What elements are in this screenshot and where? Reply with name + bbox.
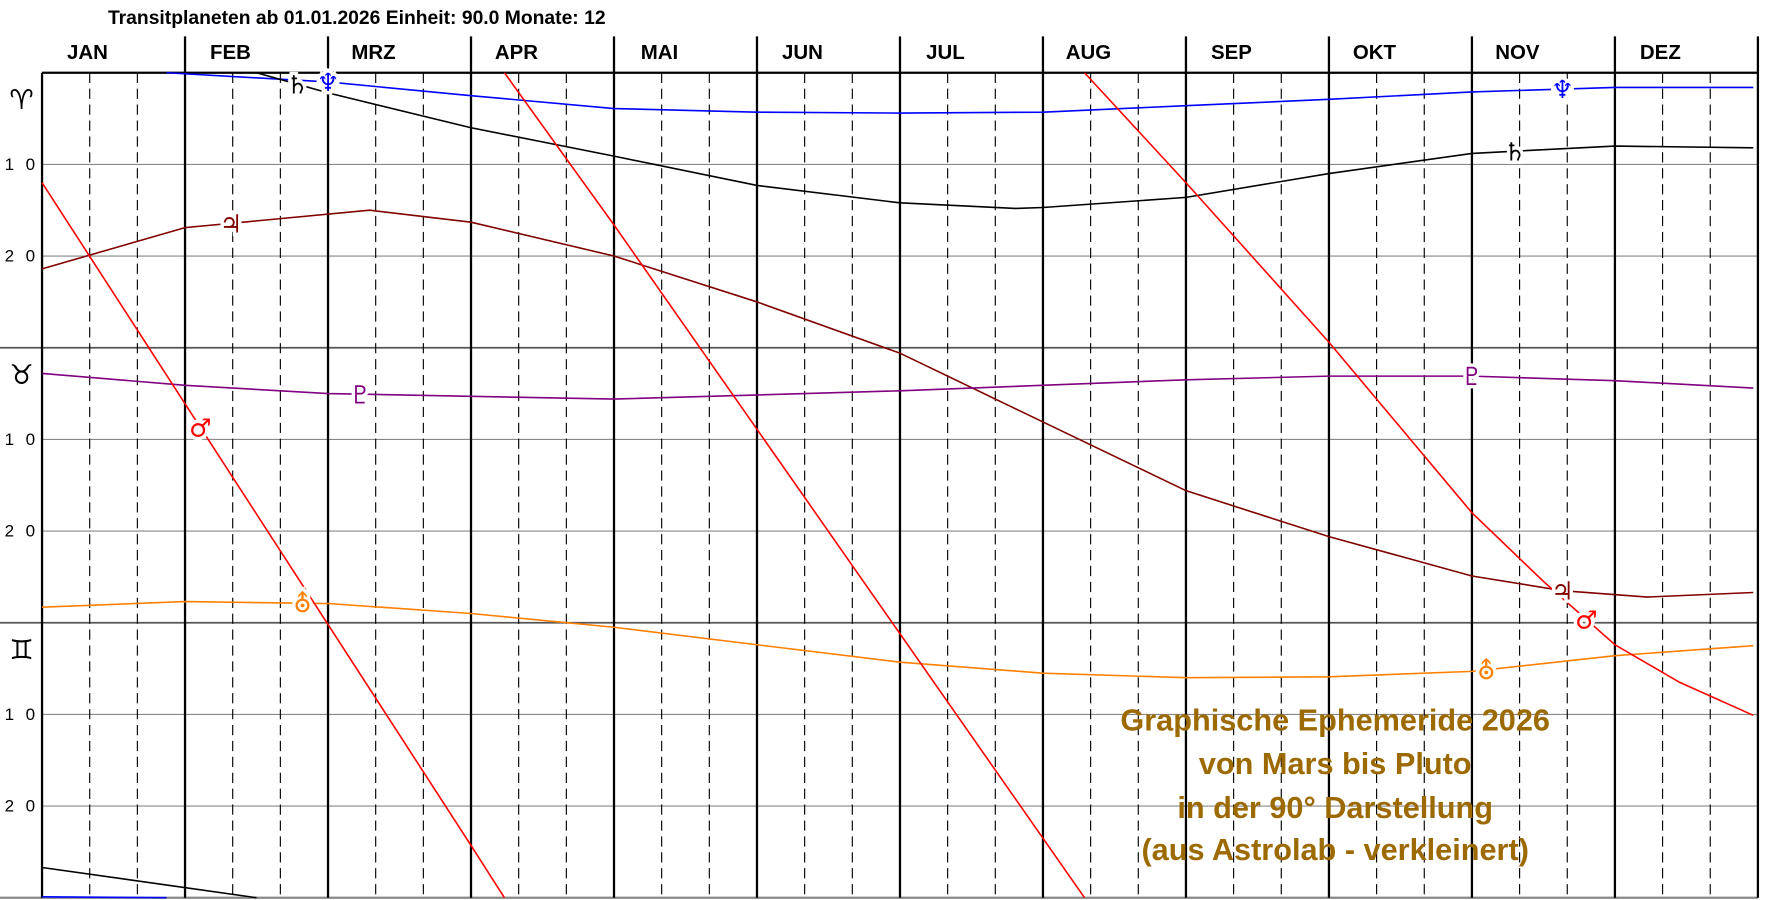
planet-curves <box>41 71 1754 899</box>
month-label: SEP <box>1211 41 1252 64</box>
month-label: JAN <box>67 41 108 64</box>
annotation-line: von Mars bis Pluto <box>1199 746 1472 781</box>
curve-pluto <box>41 372 1754 400</box>
month-labels: JAN FEB MRZ APR MAI JUN JUL AUG SEP OKT NOV DEZ <box>67 41 1681 64</box>
saturn-glyph-icon: ♄ <box>286 70 308 99</box>
grid <box>0 36 1760 899</box>
curve-neptune <box>166 71 1754 114</box>
saturn-glyph-icon: ♄ <box>1504 137 1526 166</box>
mars-glyph-icon: ♂ <box>1575 606 1597 635</box>
neptune-glyph-icon: ♆ <box>317 68 339 97</box>
y-tick-label: 2 0 <box>5 522 39 541</box>
y-tick-label: 1 0 <box>5 155 39 174</box>
y-tick-label: 1 0 <box>5 705 39 724</box>
jupiter-glyph-icon: ♃ <box>220 209 242 238</box>
curve-mars <box>1083 72 1754 717</box>
y-tick-label: 2 0 <box>5 247 39 266</box>
curve-saturn <box>256 71 1754 210</box>
pluto-glyph-icon: ♇ <box>349 380 371 409</box>
zodiac-sign-glyph: ♈ <box>9 85 33 116</box>
jupiter-glyph-icon: ♃ <box>1551 577 1573 606</box>
y-tick-label: 1 0 <box>5 430 39 449</box>
chart-title: Transitplaneten ab 01.01.2026 Einheit: 9… <box>108 8 606 29</box>
annotation-line: Graphische Ephemeride 2026 <box>1120 703 1550 738</box>
month-label: AUG <box>1066 41 1111 64</box>
zodiac-sign-glyph: ♊ <box>9 635 33 666</box>
month-label: OKT <box>1353 41 1397 64</box>
neptune-glyph-icon: ♆ <box>1551 75 1573 104</box>
curve-uranus <box>42 600 1754 679</box>
y-tick-label: 2 0 <box>5 797 39 816</box>
month-label: MAI <box>641 41 678 64</box>
annotation-line: (aus Astrolab - verkleinert) <box>1141 832 1529 867</box>
mars-glyph-icon: ♂ <box>189 413 211 442</box>
month-label: JUN <box>782 41 823 64</box>
pluto-glyph-icon: ♇ <box>1461 362 1483 391</box>
month-label: APR <box>495 41 538 64</box>
month-label: JUL <box>926 41 965 64</box>
uranus-glyph-icon: ⛢ <box>1477 656 1495 685</box>
annotation: Graphische Ephemeride 2026 von Mars bis … <box>1120 703 1550 868</box>
curve-jupiter <box>41 209 1754 598</box>
annotation-line: in der 90° Darstellung <box>1177 790 1493 825</box>
uranus-glyph-icon: ⛢ <box>293 589 311 618</box>
curve-neptune <box>42 896 167 899</box>
curve-saturn <box>41 866 257 899</box>
y-axis-labels: 1 0 2 0 1 0 2 0 1 0 2 0 ♈ ♉ ♊ <box>5 85 39 816</box>
month-label: NOV <box>1495 41 1540 64</box>
month-label: FEB <box>210 41 251 64</box>
planet-glyphs: ♆ ♆ ♄ ♄ ♃ ♃ ♇ ♇ ⛢ ⛢ ♂ ♂ <box>186 65 1601 689</box>
curve-mars <box>41 182 506 899</box>
curve-mars <box>503 72 1086 899</box>
month-label: DEZ <box>1640 41 1681 64</box>
month-label: MRZ <box>351 41 395 64</box>
zodiac-sign-glyph: ♉ <box>9 360 33 391</box>
